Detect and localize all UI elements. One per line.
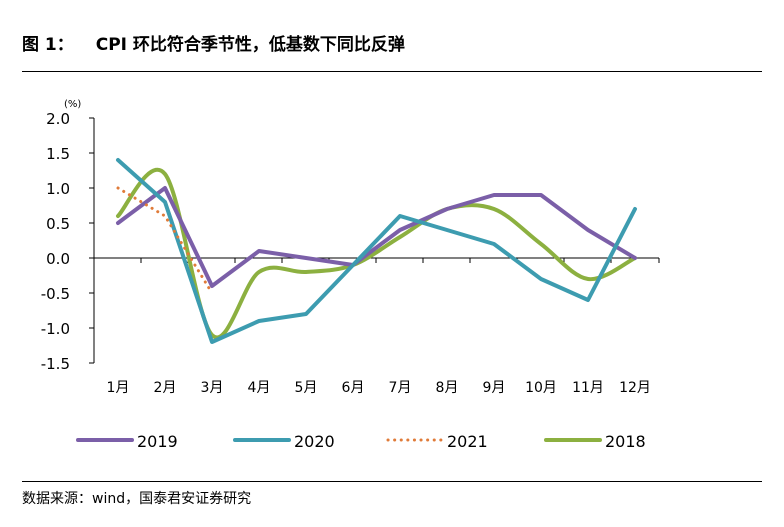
- figure-title: CPI 环比符合季节性，低基数下同比反弹: [95, 35, 405, 55]
- chart-axes: 2.0 1.5 1.0 0.5 0.0 -0.5 -1.0 -1.5 (%) 1月 2月 3月 4月 5月…: [41, 99, 660, 396]
- y-tick-label: -1.0: [41, 320, 70, 338]
- legend-label-2019: 2019: [137, 432, 178, 451]
- x-tick-label: 8月: [436, 380, 459, 396]
- y-tick-label: -0.5: [41, 285, 70, 303]
- y-tick-label: 2.0: [46, 110, 70, 128]
- x-tick-label: 9月: [483, 380, 506, 396]
- chart-series: [116, 158, 637, 344]
- title-rule: [22, 71, 762, 72]
- y-tick-label: 1.5: [46, 145, 70, 163]
- legend-label-2021: 2021: [447, 432, 488, 451]
- source-note: 数据来源：wind，国泰君安证券研究: [22, 491, 252, 507]
- x-tick-label: 12月: [619, 380, 651, 396]
- figure-title-row: 图 1： CPI 环比符合季节性，低基数下同比反弹: [22, 30, 405, 55]
- y-unit-label: (%): [64, 99, 81, 110]
- x-tick-label: 3月: [201, 380, 224, 396]
- x-tick-label: 5月: [295, 380, 318, 396]
- y-tick-label: 1.0: [46, 180, 70, 198]
- x-tick-label: 4月: [248, 380, 271, 396]
- source-rule: [22, 481, 762, 482]
- chart-legend: 2019 2020 2021 2018: [76, 432, 646, 451]
- y-tick-label: 0.0: [46, 250, 70, 268]
- x-tick-label: 2月: [154, 380, 177, 396]
- x-tick-label: 1月: [107, 380, 130, 396]
- x-tick-label: 11月: [572, 380, 604, 396]
- series-line-2019: [116, 186, 637, 288]
- legend-label-2020: 2020: [294, 432, 335, 451]
- y-tick-label: -1.5: [41, 355, 70, 373]
- figure-label: 图 1：: [22, 35, 74, 55]
- x-tick-label: 7月: [389, 380, 412, 396]
- y-tick-label: 0.5: [46, 215, 70, 233]
- series-line-2020: [116, 158, 637, 344]
- legend-label-2018: 2018: [605, 432, 646, 451]
- x-tick-label: 10月: [525, 380, 557, 396]
- x-tick-label: 6月: [342, 380, 365, 396]
